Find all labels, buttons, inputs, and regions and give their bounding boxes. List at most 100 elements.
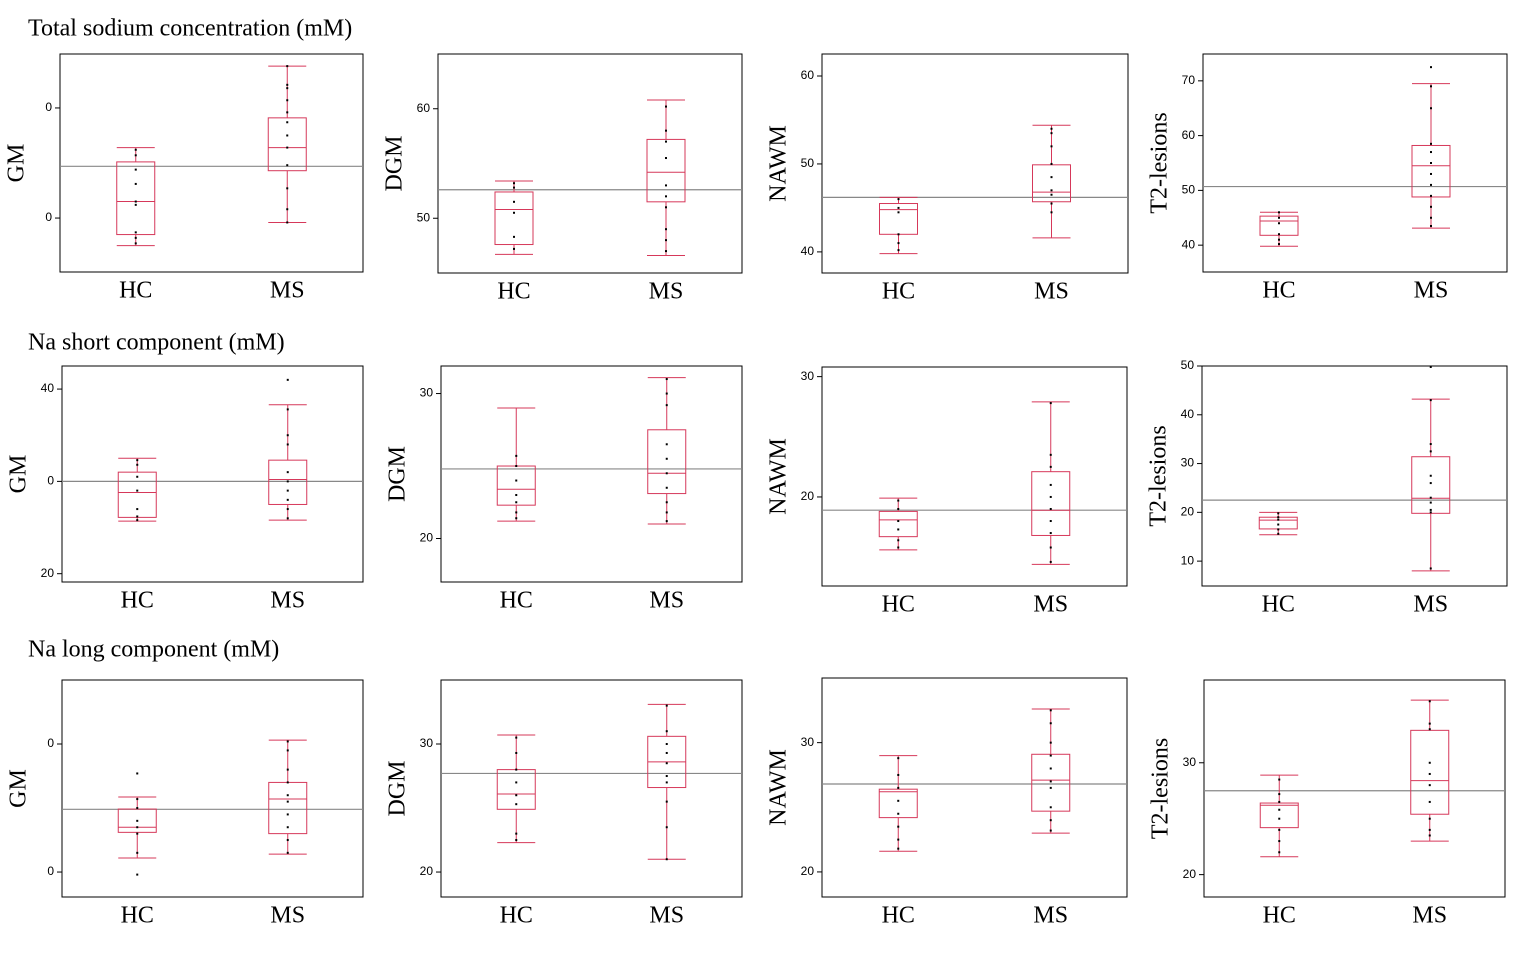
data-point <box>665 443 668 446</box>
data-point <box>515 494 518 497</box>
section-title: Na long component (mM) <box>28 637 279 663</box>
y-tick-label: 60 <box>801 68 815 82</box>
data-point <box>286 434 289 437</box>
y-tick-label: 20 <box>801 489 815 503</box>
y-tick-label: 20 <box>801 864 815 878</box>
data-point <box>286 146 289 149</box>
data-point <box>665 511 668 514</box>
data-point <box>136 459 139 462</box>
data-point <box>897 198 900 201</box>
box <box>268 459 308 505</box>
data-point <box>134 203 137 206</box>
data-point <box>513 211 515 214</box>
data-point <box>1428 784 1431 787</box>
data-point <box>1049 532 1052 535</box>
data-point <box>136 463 139 466</box>
x-tick-label: MS <box>270 588 305 614</box>
data-point <box>286 800 289 803</box>
y-axis-label: DGM <box>385 446 411 502</box>
data-point <box>1049 453 1052 456</box>
data-point <box>515 517 518 520</box>
data-point <box>286 768 289 771</box>
plot-frame <box>61 365 364 583</box>
data-point <box>1428 828 1431 831</box>
data-point <box>1277 528 1280 531</box>
data-point <box>136 819 139 822</box>
y-tick-label: 30 <box>420 386 434 400</box>
data-point <box>136 873 139 876</box>
y-tick-label: 0 <box>47 864 54 878</box>
data-point <box>286 378 289 381</box>
data-point <box>286 471 289 474</box>
y-tick-label: 60 <box>1182 128 1196 142</box>
data-point <box>136 807 139 810</box>
data-point <box>286 121 289 124</box>
data-point <box>1429 501 1432 504</box>
data-point <box>897 546 900 549</box>
y-tick-label: 40 <box>1182 237 1196 251</box>
data-point <box>897 799 900 802</box>
data-point <box>897 773 900 776</box>
data-point <box>665 762 668 765</box>
data-point <box>665 472 668 475</box>
data-point <box>134 200 137 203</box>
data-point <box>1430 151 1432 154</box>
data-point <box>665 195 667 198</box>
data-point <box>1049 465 1052 468</box>
data-point <box>665 486 668 489</box>
data-point <box>897 812 900 815</box>
data-point <box>897 242 900 245</box>
data-point <box>1430 205 1432 208</box>
data-point <box>1428 700 1431 703</box>
data-point <box>515 832 518 835</box>
data-point <box>134 231 137 234</box>
data-point <box>286 498 289 501</box>
box <box>117 808 157 833</box>
data-point <box>1049 483 1052 486</box>
box <box>1259 215 1299 236</box>
box <box>1411 144 1451 198</box>
data-point <box>136 798 139 801</box>
data-point <box>1430 224 1432 227</box>
x-tick-label: MS <box>649 279 684 305</box>
data-point <box>1429 511 1432 514</box>
data-point <box>665 378 668 381</box>
y-axis-label: T2-lesions <box>1147 112 1173 213</box>
data-point <box>1049 546 1052 549</box>
x-tick-label: HC <box>121 903 154 929</box>
data-point <box>286 517 289 520</box>
data-point <box>1278 233 1280 236</box>
y-tick-label: 40 <box>801 244 815 258</box>
data-point <box>286 794 289 797</box>
box <box>646 138 686 203</box>
y-tick-label: 50 <box>417 210 431 224</box>
data-point <box>665 501 668 504</box>
data-point <box>1428 761 1431 764</box>
y-tick-label: 20 <box>41 566 55 580</box>
data-point <box>665 206 667 209</box>
data-point <box>1428 728 1431 731</box>
data-point <box>286 508 289 511</box>
data-point <box>665 800 668 803</box>
y-axis-label: T2-lesions <box>1148 738 1174 839</box>
data-point <box>286 408 289 411</box>
box <box>496 465 536 506</box>
data-point <box>515 839 518 842</box>
data-point <box>136 508 139 511</box>
plot-frame <box>821 366 1128 587</box>
data-point <box>1049 780 1052 783</box>
data-point <box>1050 162 1053 165</box>
data-point <box>286 813 289 816</box>
data-point <box>1278 828 1281 831</box>
data-point <box>1049 829 1052 832</box>
plot-frame <box>821 677 1128 898</box>
data-point <box>515 479 518 482</box>
y-tick-label: 20 <box>1183 867 1197 881</box>
x-tick-label: HC <box>119 278 152 304</box>
data-point <box>897 847 900 850</box>
data-point <box>1278 808 1281 811</box>
x-tick-label: MS <box>1413 592 1448 618</box>
y-tick-label: 30 <box>420 736 434 750</box>
data-point <box>897 838 900 841</box>
data-point <box>1429 482 1432 485</box>
